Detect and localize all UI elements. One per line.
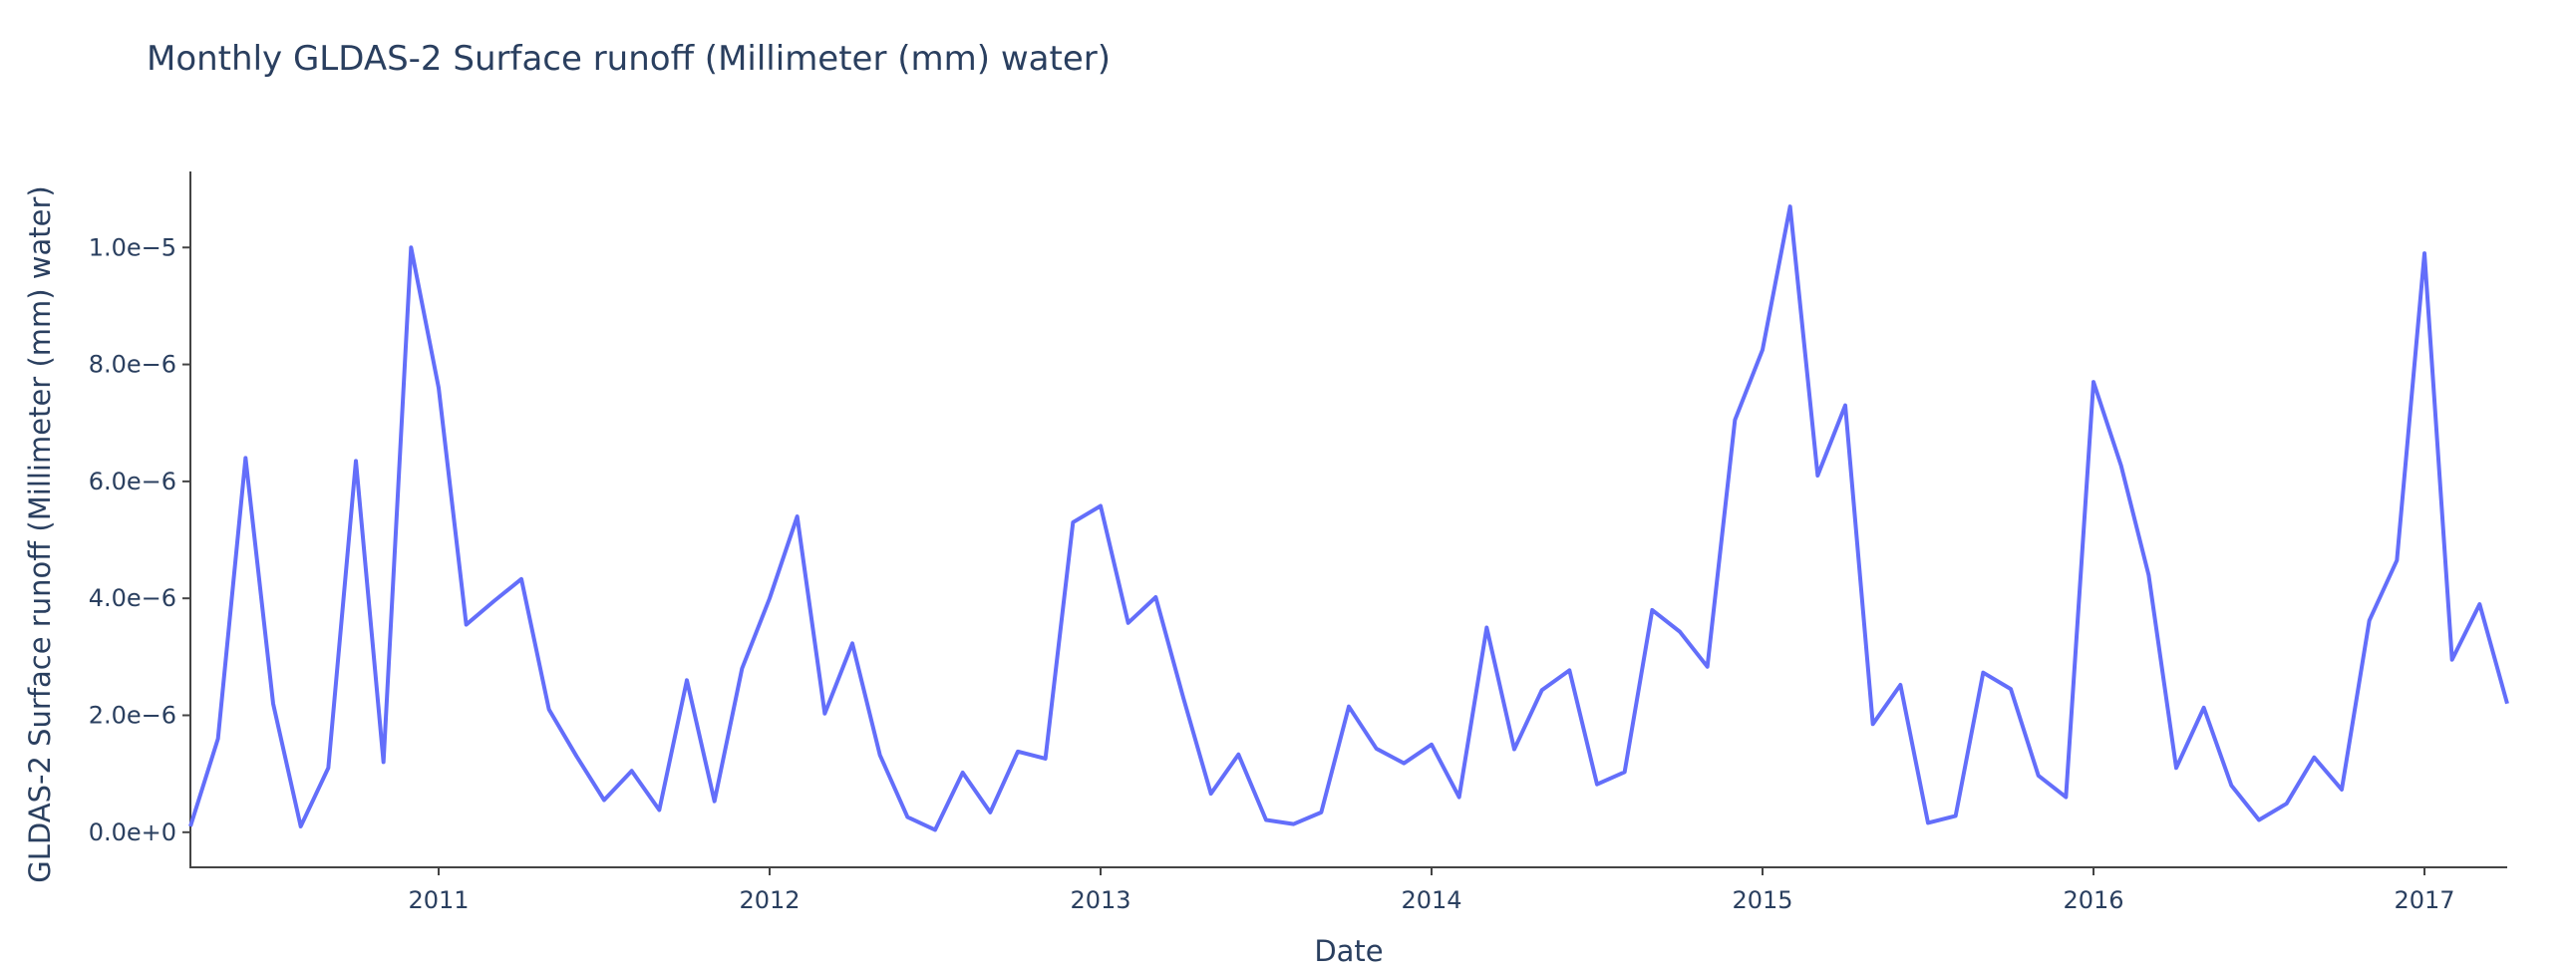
y-tick-label: 4.0e−6 bbox=[89, 584, 176, 612]
y-tick-label: 6.0e−6 bbox=[89, 468, 176, 495]
chart-title: Monthly GLDAS-2 Surface runoff (Millimet… bbox=[147, 39, 1111, 79]
series-layer bbox=[188, 204, 2509, 832]
y-axis-title: GLDAS-2 Surface runoff (Millimeter (mm) … bbox=[23, 185, 57, 882]
y-tick-label: 1.0e−5 bbox=[89, 233, 176, 261]
x-tick-label: 2013 bbox=[1070, 886, 1130, 914]
y-tick-label: 8.0e−6 bbox=[89, 351, 176, 379]
y-tick-label: 2.0e−6 bbox=[89, 701, 176, 729]
x-axis-title: Date bbox=[1314, 934, 1383, 968]
runoff-series-line bbox=[188, 204, 2509, 832]
x-tick-label: 2015 bbox=[1732, 886, 1792, 914]
y-tick-label: 0.0e+0 bbox=[89, 818, 176, 846]
x-tick-label: 2011 bbox=[408, 886, 469, 914]
y-axis-ticks: 0.0e+0 2.0e−6 4.0e−6 6.0e−6 8.0e−6 1.0e−5 bbox=[89, 233, 190, 846]
x-tick-label: 2017 bbox=[2394, 886, 2454, 914]
x-tick-label: 2014 bbox=[1401, 886, 1461, 914]
x-axis-ticks: 2011 2012 2013 2014 2015 2016 2017 bbox=[408, 867, 2455, 914]
x-tick-label: 2012 bbox=[739, 886, 800, 914]
x-tick-label: 2016 bbox=[2063, 886, 2123, 914]
